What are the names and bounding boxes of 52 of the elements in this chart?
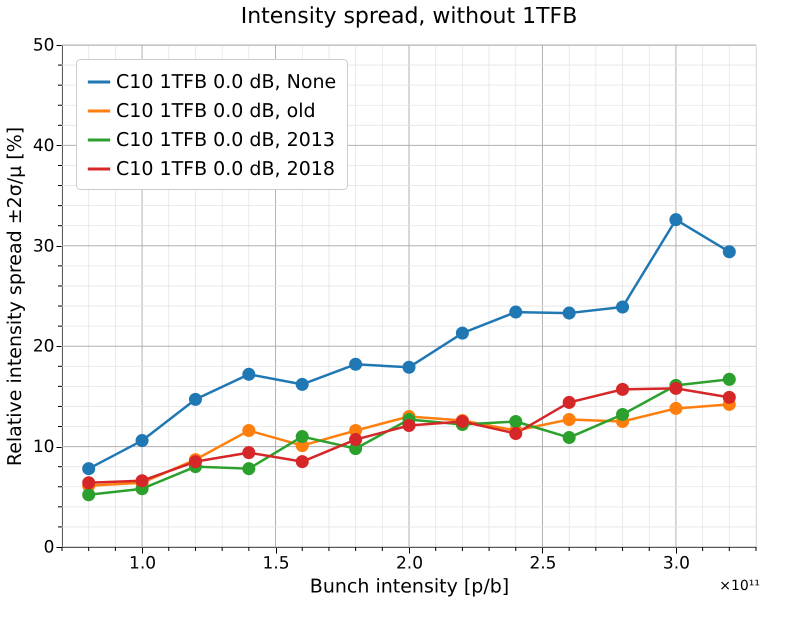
point [669,382,682,395]
point [509,414,522,428]
point [349,358,362,371]
point [82,488,96,502]
y-tick-label: 30 [32,236,54,256]
point [242,424,256,438]
x-axis-title: Bunch intensity [p/b] [310,576,510,598]
point [82,476,96,490]
point [296,378,309,391]
y-tick-label: 10 [32,437,54,458]
x-tick-label: 2.0 [396,554,424,574]
point [136,434,149,448]
text: ×10¹¹ [719,578,760,594]
point [616,300,630,314]
point [296,430,309,444]
point [242,446,256,460]
point [562,306,576,320]
point [188,392,202,406]
legend-label: C10 1TFB 0.0 dB, 2018 [116,158,335,180]
x-tick-label: 1.0 [129,554,156,574]
legend-label: C10 1TFB 0.0 dB, 2013 [116,129,335,151]
point [402,360,416,374]
point [562,412,576,426]
x-tick-label: 1.5 [262,554,290,574]
point [722,245,736,258]
point [349,433,362,446]
point [509,427,522,440]
point [562,431,576,444]
point [669,402,682,415]
point [402,419,416,432]
point [669,213,682,226]
point [722,390,736,404]
legend-label: C10 1TFB 0.0 dB, old [116,100,316,122]
point [722,372,736,386]
y-tick-label: 50 [32,36,54,56]
point [509,306,522,319]
y-axis-title: Relative intensity spread ±2σ/μ [%] [4,126,26,466]
legend-label: C10 1TFB 0.0 dB, None [116,71,336,93]
y-tick-label: 20 [32,336,54,357]
point [562,396,576,409]
point [456,326,469,340]
chart-title: Intensity spread, without 1TFB [240,4,578,29]
point [616,408,630,421]
x-tick-label: 2.5 [529,554,556,574]
point [296,455,309,468]
y-tick-label: 0 [44,538,54,558]
point [82,462,96,476]
x-tick-label: 3.0 [662,554,690,574]
y-tick-label: 40 [32,136,54,156]
point [242,462,256,476]
point [242,368,256,381]
point [616,382,630,396]
